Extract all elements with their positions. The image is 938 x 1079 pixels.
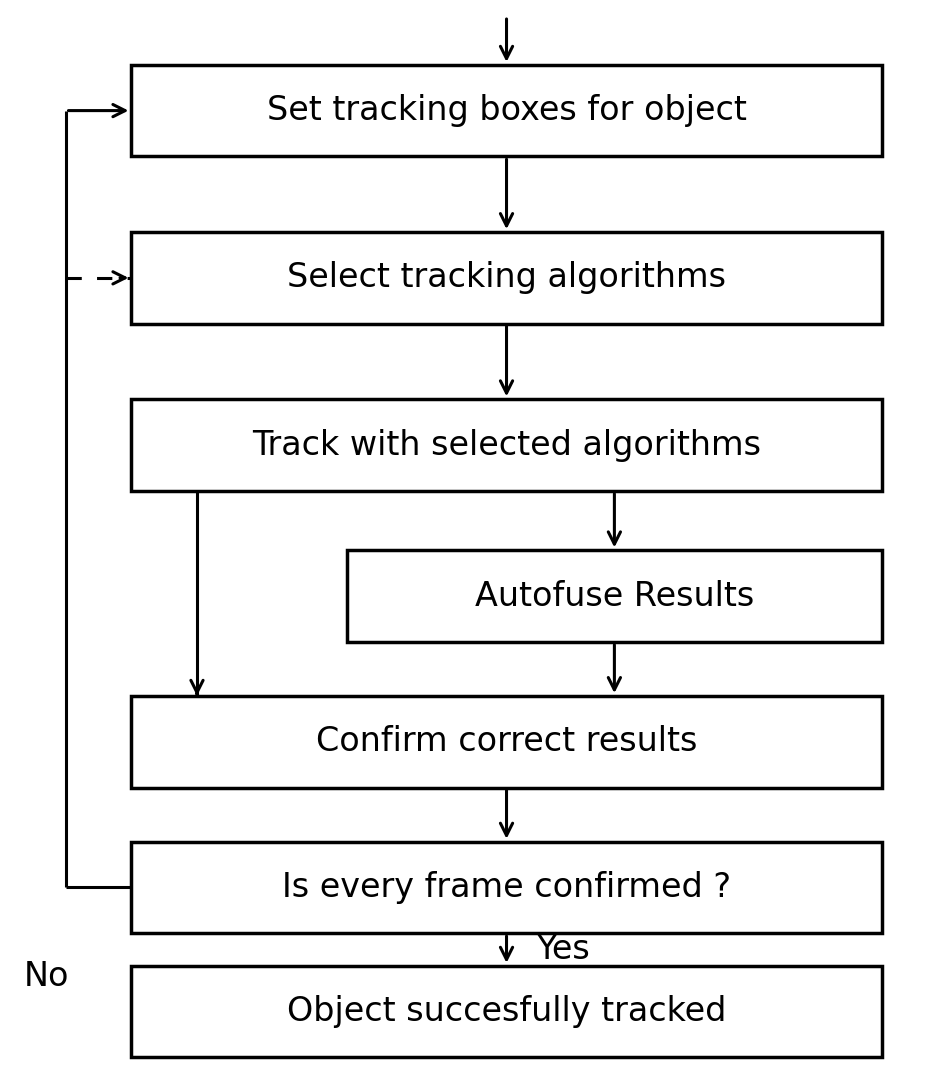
Text: Select tracking algorithms: Select tracking algorithms bbox=[287, 261, 726, 295]
FancyBboxPatch shape bbox=[131, 232, 882, 324]
FancyBboxPatch shape bbox=[131, 65, 882, 156]
Text: Track with selected algorithms: Track with selected algorithms bbox=[252, 428, 761, 462]
FancyBboxPatch shape bbox=[131, 842, 882, 933]
Text: Confirm correct results: Confirm correct results bbox=[316, 725, 697, 759]
Text: Object succesfully tracked: Object succesfully tracked bbox=[287, 995, 726, 1028]
Text: Set tracking boxes for object: Set tracking boxes for object bbox=[266, 94, 747, 127]
FancyBboxPatch shape bbox=[131, 966, 882, 1057]
FancyBboxPatch shape bbox=[131, 399, 882, 491]
Text: Autofuse Results: Autofuse Results bbox=[475, 579, 754, 613]
FancyBboxPatch shape bbox=[347, 550, 882, 642]
Text: No: No bbox=[24, 960, 69, 994]
Text: Is every frame confirmed ?: Is every frame confirmed ? bbox=[282, 871, 731, 904]
FancyBboxPatch shape bbox=[131, 696, 882, 788]
Text: Yes: Yes bbox=[536, 933, 590, 966]
